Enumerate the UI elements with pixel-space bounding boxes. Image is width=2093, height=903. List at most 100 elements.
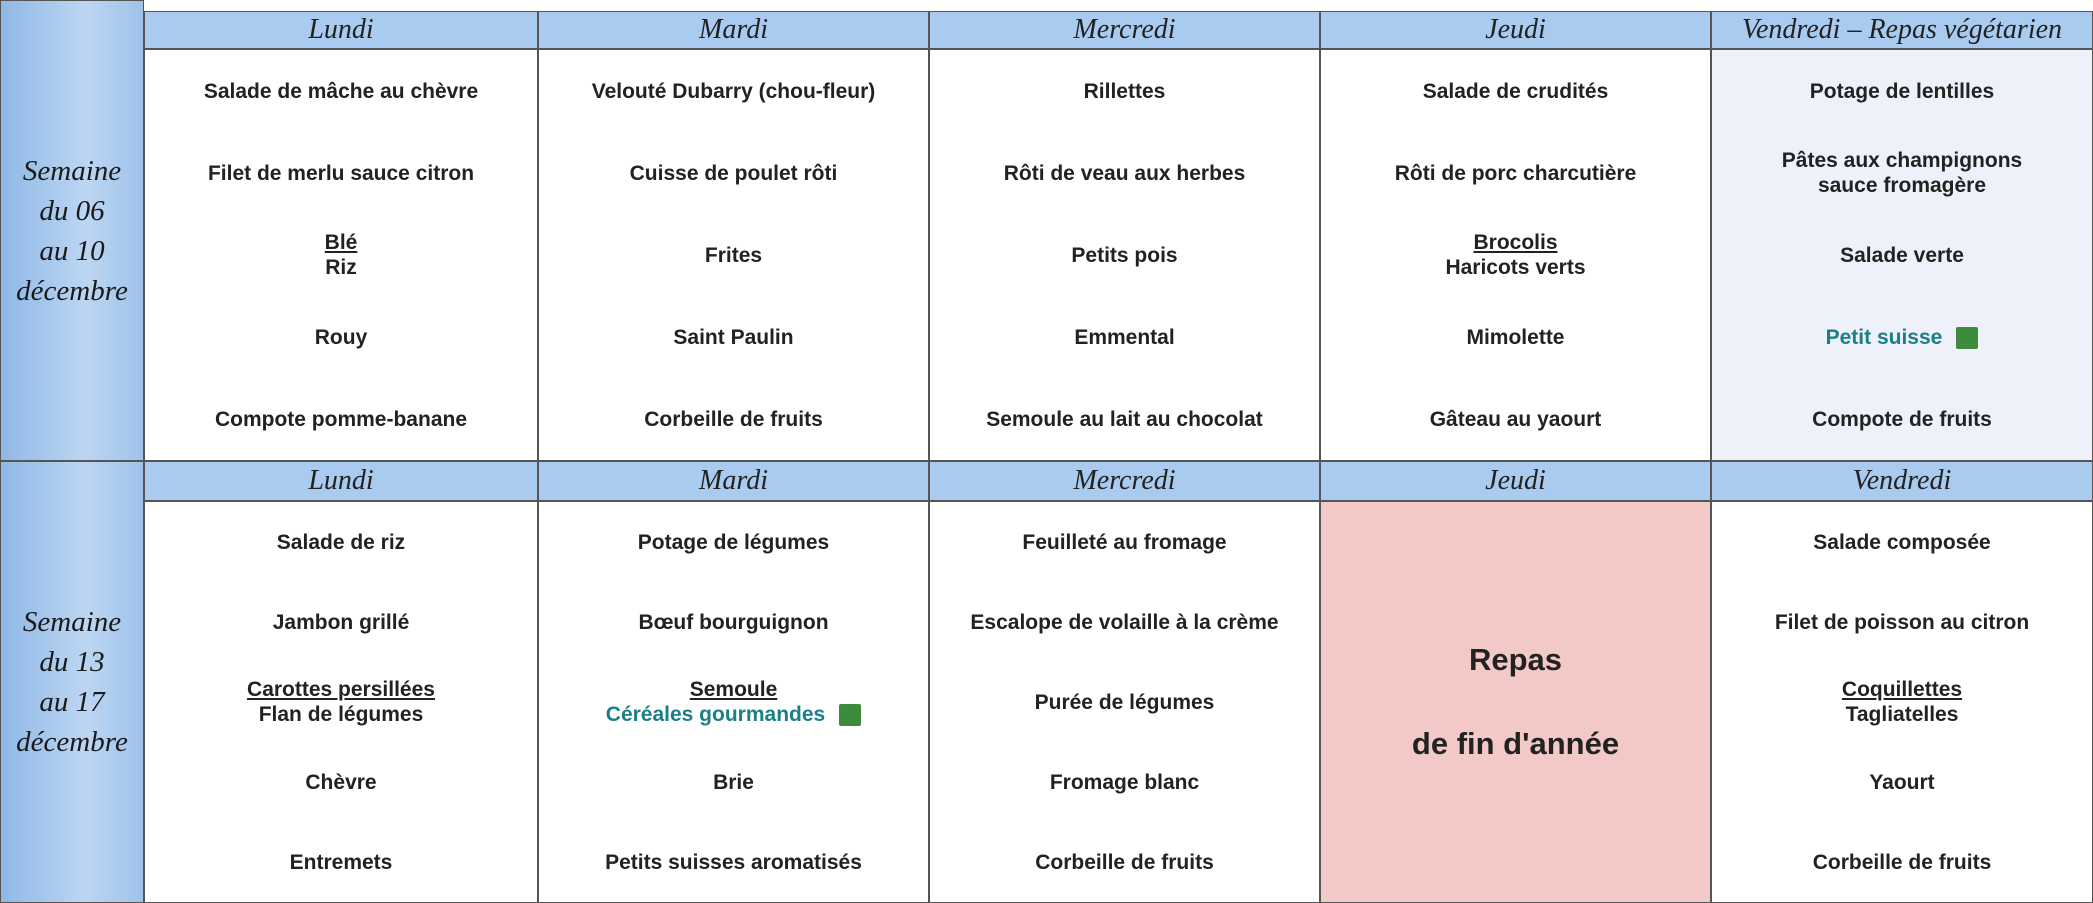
dish-line: Cuisse de poulet rôti <box>630 161 838 186</box>
dish: Gâteau au yaourt <box>1321 378 1710 460</box>
week-label-line: au 17 <box>39 682 104 722</box>
dish-line: Céréales gourmandes <box>605 702 862 727</box>
dish-text: Cuisse de poulet rôti <box>629 161 838 185</box>
dish-line: Blé <box>325 230 358 255</box>
dish-text: Yaourt <box>1869 770 1935 794</box>
dish: Salade composée <box>1712 502 2092 582</box>
dish-text: Gâteau au yaourt <box>1429 407 1602 431</box>
dish-line: Brie <box>713 770 754 795</box>
dish-line: Salade composée <box>1813 530 1990 555</box>
dish-line: Purée de légumes <box>1035 690 1215 715</box>
week-label-line: du 13 <box>39 642 104 682</box>
dish: Escalope de volaille à la crème <box>930 582 1319 662</box>
week-label-line: Semaine <box>23 602 121 642</box>
dish: Bœuf bourguignon <box>539 582 928 662</box>
dish-text: sauce fromagère <box>1817 174 1987 197</box>
dish-line: sauce fromagère <box>1818 173 1986 198</box>
week-label-line: Semaine <box>23 151 121 191</box>
dish-line: Emmental <box>1074 325 1174 350</box>
dish-line: Gâteau au yaourt <box>1430 407 1602 432</box>
dish-line: Haricots verts <box>1445 255 1585 280</box>
dish-text: Salade de mâche au chèvre <box>203 79 479 103</box>
dish-text: Rouy <box>314 325 368 349</box>
dish: Compote pomme-banane <box>145 378 537 460</box>
dish-text: Riz <box>325 256 357 279</box>
dish-text: Filet de merlu sauce citron <box>207 161 475 185</box>
dish-text: Rôti de porc charcutière <box>1394 161 1637 185</box>
dish: Rôti de porc charcutière <box>1321 132 1710 214</box>
dish-line: Compote pomme-banane <box>215 407 467 432</box>
special-line: Repas <box>1469 642 1562 678</box>
dish-line: Fromage blanc <box>1050 770 1199 795</box>
dish-line: Filet de merlu sauce citron <box>208 161 474 186</box>
day-header: Vendredi – Repas végétarien <box>1711 11 2093 49</box>
day-header: Vendredi <box>1711 461 2093 501</box>
dish: Velouté Dubarry (chou-fleur) <box>539 50 928 132</box>
day-menu: Repas de fin d'année <box>1320 501 1711 903</box>
day-header: Lundi <box>144 11 538 49</box>
dish: Salade de crudités <box>1321 50 1710 132</box>
dish-text: Pâtes aux champignons <box>1781 149 2023 172</box>
dish-text: Frites <box>704 243 763 267</box>
dish: Emmental <box>930 296 1319 378</box>
day-header: Mardi <box>538 461 929 501</box>
dish-text: Blé <box>324 231 358 254</box>
dish-text: Flan de légumes <box>258 703 424 726</box>
dish-text: Chèvre <box>305 770 377 794</box>
dish-line: Entremets <box>290 850 393 875</box>
dish-line: Petits pois <box>1071 243 1177 268</box>
dish-text: Jambon grillé <box>272 610 410 634</box>
week-label: Semaine du 06 au 10 décembre <box>0 0 144 461</box>
label-text: au 10 <box>39 234 105 267</box>
dish-text: Petit suisse <box>1825 325 1943 349</box>
dish-line: Salade de mâche au chèvre <box>204 79 478 104</box>
dish-text: Haricots verts <box>1445 256 1586 279</box>
day-name: Mardi <box>699 14 768 45</box>
week-label-line: au 10 <box>39 231 104 271</box>
dish-line: Semoule au lait au chocolat <box>986 407 1263 432</box>
dish: Potage de lentilles <box>1712 50 2092 132</box>
dish-line: Petits suisses aromatisés <box>605 850 862 875</box>
label-text: du 06 <box>39 194 105 227</box>
dish-text: Brocolis <box>1473 231 1558 254</box>
dish-text: Corbeille de fruits <box>1812 850 1992 874</box>
dish: Feuilleté au fromage <box>930 502 1319 582</box>
label-text: au 17 <box>39 686 105 718</box>
dish-line: Chèvre <box>305 770 376 795</box>
dish: Filet de poisson au citron <box>1712 582 2092 662</box>
day-name: Mercredi <box>1073 14 1176 45</box>
dish-line: Filet de poisson au citron <box>1775 610 2029 635</box>
dish: Rillettes <box>930 50 1319 132</box>
dish-text: Velouté Dubarry (chou-fleur) <box>591 79 876 103</box>
dish-text: Salade de riz <box>276 530 406 554</box>
dish-line: Rillettes <box>1084 79 1166 104</box>
dish-text: Potage de légumes <box>637 530 830 554</box>
dish-line: Corbeille de fruits <box>1813 850 1992 875</box>
day-header: Mardi <box>538 11 929 49</box>
dish-text: Coquillettes <box>1841 678 1963 701</box>
dish-text: Corbeille de fruits <box>644 407 823 431</box>
label-text: décembre <box>16 726 128 758</box>
dish-text: Escalope de volaille à la crème <box>970 610 1279 634</box>
dish-text: Céréales gourmandes <box>605 703 826 726</box>
dish-text: Fromage blanc <box>1049 770 1200 794</box>
day-menu: Salade de mâche au chèvre Filet de merlu … <box>144 49 538 461</box>
dish: Jambon grillé <box>145 582 537 662</box>
day-name: Vendredi – Repas végétarien <box>1741 14 2063 45</box>
dish-text: Compote pomme-banane <box>214 407 468 431</box>
dish-text: Purée de légumes <box>1034 690 1215 714</box>
label-text: Semaine <box>22 154 122 187</box>
dish-text: Emmental <box>1074 325 1175 349</box>
dish: Brocolis Haricots verts <box>1321 214 1710 296</box>
dish-line: Potage de lentilles <box>1810 79 1994 104</box>
dish: Salade de riz <box>145 502 537 582</box>
organic-icon <box>1956 326 1979 349</box>
dish-text: Salade composée <box>1813 530 1991 554</box>
dish-line: Escalope de volaille à la crème <box>970 610 1278 635</box>
label-text: décembre <box>16 274 128 307</box>
organic-icon <box>839 704 862 727</box>
dish-text: Compote de fruits <box>1812 407 1992 431</box>
dish: Corbeille de fruits <box>539 378 928 460</box>
dish: Carottes persillées Flan de légumes <box>145 662 537 742</box>
dish-text: Salade de crudités <box>1422 79 1609 103</box>
